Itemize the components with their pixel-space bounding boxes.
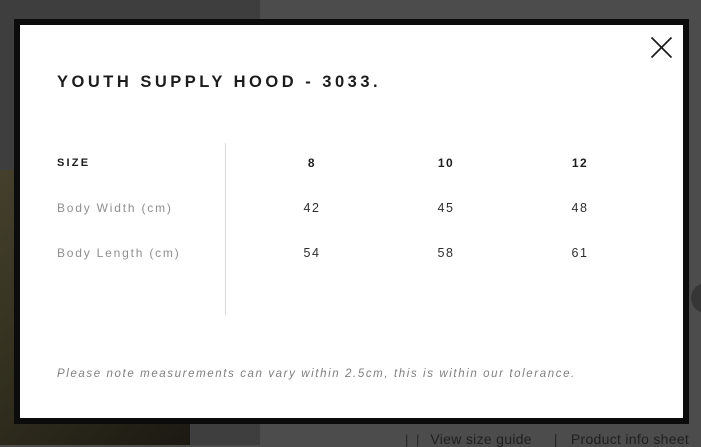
body-width-size-8: 42: [303, 200, 321, 215]
table-divider: [225, 143, 226, 315]
row-label: Body Length (cm): [57, 245, 181, 260]
tolerance-note: Please note measurements can vary within…: [57, 368, 576, 380]
dimmed-carousel-arrow: [691, 283, 701, 313]
links-separator: |: [553, 431, 558, 447]
product-page-links: | | View size guide | Product info sheet: [405, 431, 689, 447]
body-length-size-8: 54: [303, 245, 321, 260]
row-label: Body Width (cm): [57, 200, 173, 215]
table-row-body-width: Body Width (cm) 42 45 48: [57, 185, 647, 230]
body-length-size-12: 61: [571, 245, 589, 260]
table-row-body-length: Body Length (cm) 54 58 61: [57, 230, 647, 275]
modal-title: YOUTH SUPPLY HOOD - 3033.: [57, 73, 382, 91]
product-info-sheet-link[interactable]: Product info sheet: [570, 431, 690, 447]
body-width-size-10: 45: [437, 200, 455, 215]
body-width-size-12: 48: [571, 200, 589, 215]
close-icon: [650, 36, 673, 59]
body-length-size-10: 58: [437, 245, 455, 260]
size-chart-modal: YOUTH SUPPLY HOOD - 3033. SIZE 8 10 12 B…: [14, 19, 689, 424]
size-8-header: 8: [307, 155, 317, 170]
size-table: SIZE 8 10 12 Body Width (cm) 42 45 48 Bo…: [57, 140, 647, 275]
size-column-header: SIZE: [57, 156, 91, 169]
size-12-header: 12: [571, 155, 589, 170]
size-10-header: 10: [437, 155, 455, 170]
view-size-guide-link[interactable]: View size guide: [430, 431, 532, 447]
close-button[interactable]: [645, 31, 677, 63]
size-guide-icon: | |: [405, 431, 422, 447]
table-header-row: SIZE 8 10 12: [57, 140, 647, 185]
